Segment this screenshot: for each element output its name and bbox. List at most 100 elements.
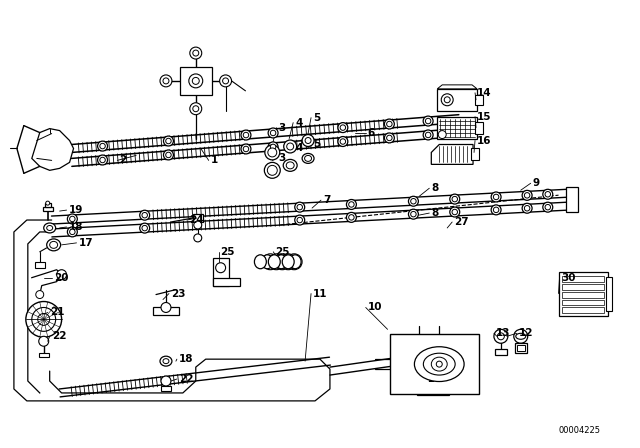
- Circle shape: [349, 202, 354, 207]
- Bar: [212, 278, 241, 286]
- Circle shape: [190, 103, 202, 115]
- Text: 22: 22: [52, 332, 66, 341]
- Text: 15: 15: [477, 112, 492, 122]
- Text: 18: 18: [179, 354, 193, 364]
- Polygon shape: [180, 67, 212, 95]
- Circle shape: [70, 229, 75, 235]
- Ellipse shape: [268, 255, 280, 269]
- Circle shape: [387, 135, 392, 141]
- Text: 8: 8: [431, 183, 438, 193]
- Bar: [606, 277, 612, 311]
- Text: 29: 29: [428, 349, 442, 359]
- Ellipse shape: [160, 356, 172, 366]
- Bar: [437, 89, 477, 111]
- Text: 10: 10: [368, 302, 382, 312]
- Circle shape: [45, 201, 50, 205]
- Circle shape: [340, 139, 346, 144]
- Text: 14: 14: [477, 88, 492, 98]
- Circle shape: [270, 144, 276, 150]
- Text: 4: 4: [295, 143, 303, 154]
- Text: 3: 3: [278, 153, 285, 164]
- Circle shape: [140, 210, 150, 220]
- Circle shape: [216, 263, 225, 273]
- Circle shape: [163, 150, 173, 160]
- Text: 2: 2: [119, 155, 127, 165]
- Text: 00004225: 00004225: [559, 426, 600, 435]
- Circle shape: [193, 50, 199, 56]
- Circle shape: [67, 214, 77, 224]
- Ellipse shape: [284, 159, 297, 171]
- Circle shape: [189, 74, 203, 88]
- Text: 25: 25: [275, 247, 290, 257]
- Text: 3: 3: [278, 123, 285, 133]
- Circle shape: [338, 123, 348, 133]
- Circle shape: [491, 205, 501, 215]
- Circle shape: [349, 215, 354, 220]
- Ellipse shape: [516, 333, 525, 339]
- Text: 12: 12: [519, 328, 533, 338]
- Circle shape: [194, 234, 202, 242]
- Circle shape: [163, 136, 173, 146]
- Circle shape: [100, 143, 106, 149]
- Ellipse shape: [261, 255, 273, 269]
- Circle shape: [543, 202, 553, 212]
- Polygon shape: [437, 85, 477, 89]
- Circle shape: [166, 152, 171, 158]
- Circle shape: [297, 204, 303, 210]
- Bar: [161, 386, 171, 391]
- Ellipse shape: [268, 165, 277, 175]
- Ellipse shape: [47, 225, 52, 230]
- Bar: [420, 378, 446, 392]
- Text: 4: 4: [295, 118, 303, 128]
- Ellipse shape: [305, 155, 312, 161]
- Circle shape: [223, 78, 228, 84]
- Text: 16: 16: [477, 136, 492, 146]
- Ellipse shape: [44, 223, 56, 233]
- Circle shape: [100, 157, 106, 163]
- Ellipse shape: [415, 347, 464, 382]
- Circle shape: [57, 270, 67, 280]
- Circle shape: [97, 155, 108, 165]
- Bar: [39, 353, 49, 357]
- Text: 1: 1: [211, 155, 218, 165]
- Circle shape: [140, 223, 150, 233]
- Circle shape: [268, 142, 278, 152]
- Text: 24: 24: [189, 215, 204, 225]
- Circle shape: [385, 119, 394, 129]
- Bar: [437, 116, 477, 138]
- Text: 18: 18: [68, 222, 83, 232]
- Circle shape: [194, 221, 202, 229]
- Circle shape: [190, 47, 202, 59]
- Circle shape: [450, 207, 460, 217]
- Text: 23: 23: [171, 289, 186, 298]
- Text: 9: 9: [532, 178, 540, 188]
- Circle shape: [514, 329, 528, 343]
- Circle shape: [423, 116, 433, 126]
- Bar: [566, 187, 579, 212]
- Bar: [475, 95, 483, 105]
- Ellipse shape: [302, 154, 314, 164]
- Bar: [193, 214, 203, 222]
- Bar: [419, 351, 449, 369]
- Circle shape: [423, 130, 433, 140]
- Ellipse shape: [286, 162, 294, 169]
- Circle shape: [346, 199, 356, 209]
- Circle shape: [411, 198, 416, 204]
- Circle shape: [493, 194, 499, 200]
- Text: 17: 17: [79, 238, 93, 248]
- Circle shape: [297, 217, 303, 223]
- Circle shape: [491, 192, 501, 202]
- Circle shape: [163, 78, 169, 84]
- Circle shape: [426, 132, 431, 138]
- Circle shape: [524, 206, 530, 211]
- Text: 6: 6: [368, 128, 375, 138]
- Ellipse shape: [305, 138, 311, 143]
- Text: 28: 28: [428, 374, 442, 384]
- Circle shape: [441, 94, 453, 106]
- Circle shape: [450, 194, 460, 204]
- Text: 11: 11: [313, 289, 328, 298]
- Circle shape: [295, 215, 305, 225]
- Circle shape: [39, 336, 49, 346]
- Circle shape: [522, 203, 532, 213]
- Ellipse shape: [275, 255, 287, 269]
